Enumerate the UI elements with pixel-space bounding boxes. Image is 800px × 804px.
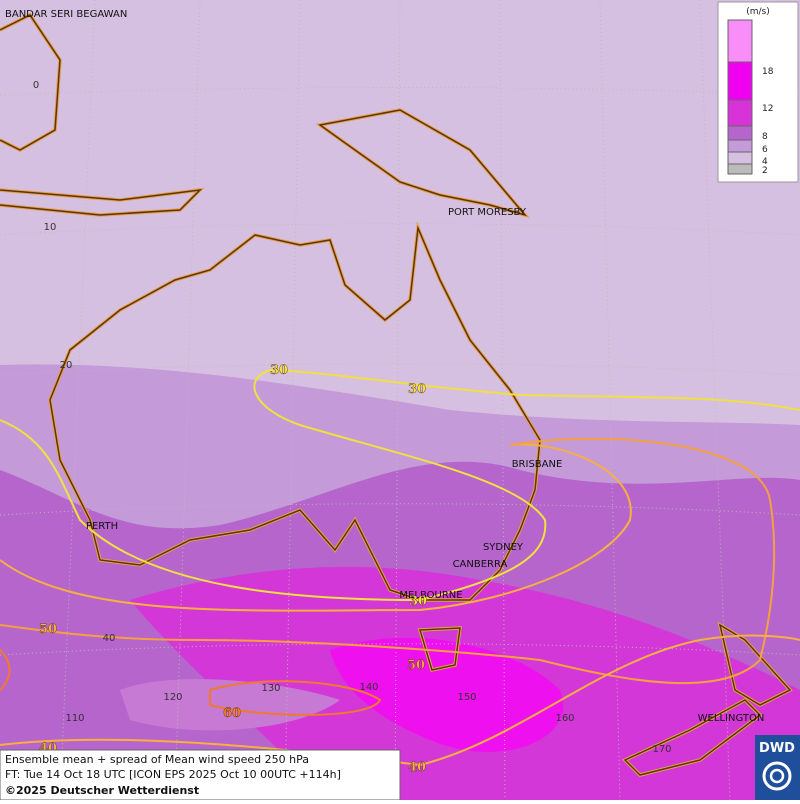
logo-icon (762, 761, 792, 791)
city-label: MELBOURNE (399, 590, 462, 601)
latitude-label: 20 (60, 360, 73, 371)
logo-icon (769, 768, 785, 784)
longitude-label: 120 (163, 692, 182, 703)
contour-label: 60 (223, 706, 241, 721)
latitude-label: 0 (33, 80, 39, 91)
legend-swatch (727, 61, 753, 101)
city-label: PERTH (86, 521, 118, 532)
legend: (m/s) 24 6 8 12 18 (717, 1, 799, 183)
legend-swatch (727, 151, 753, 165)
legend-label: 18 (762, 67, 774, 77)
legend-swatch (727, 163, 753, 175)
contour-label: 30 (270, 363, 288, 378)
coastline (0, 14, 792, 776)
legend-label: 8 (762, 132, 768, 142)
contours (0, 369, 800, 767)
spread-region (120, 679, 340, 731)
legend-label: 2 (762, 166, 768, 176)
longitude-label: 150 (457, 692, 476, 703)
caption-line: ©2025 Deutscher Wetterdienst (5, 784, 199, 797)
city-label: PORT MORESBY (448, 207, 527, 218)
latitude-label: 10 (44, 222, 57, 233)
longitude-label: 170 (652, 744, 671, 755)
contour-label: 50 (39, 622, 57, 637)
city-label: SYDNEY (483, 542, 524, 553)
contour-label: 50 (407, 658, 425, 673)
city-label: WELLINGTON (698, 713, 765, 724)
longitude-label: 160 (555, 713, 574, 724)
latitude-label: 40 (103, 633, 116, 644)
contour-label: 40 (408, 760, 426, 775)
legend-unit: (m/s) (746, 7, 770, 17)
legend-label: 12 (762, 104, 773, 114)
legend-swatch (727, 125, 753, 141)
longitude-label: 130 (261, 683, 280, 694)
city-label: BANDAR SERI BEGAWAN (5, 9, 127, 20)
longitude-label: 140 (359, 682, 378, 693)
city-label: CANBERRA (453, 559, 508, 570)
legend-swatch (727, 99, 753, 127)
contour-label: 30 (408, 382, 426, 397)
caption-line: FT: Tue 14 Oct 18 UTC [ICON EPS 2025 Oct… (5, 768, 341, 781)
longitude-label: 110 (65, 713, 84, 724)
logo-text: DWD (759, 741, 795, 756)
legend-label: 6 (762, 145, 768, 155)
caption-box (0, 749, 401, 801)
spread-region (330, 637, 564, 752)
legend-swatch (727, 19, 753, 63)
city-label: BRISBANE (512, 459, 563, 470)
contour-label: 30 (409, 594, 427, 609)
legend-swatch (727, 139, 753, 153)
legend-label: 4 (762, 157, 768, 167)
caption-line: Ensemble mean + spread of Mean wind spee… (5, 753, 309, 766)
